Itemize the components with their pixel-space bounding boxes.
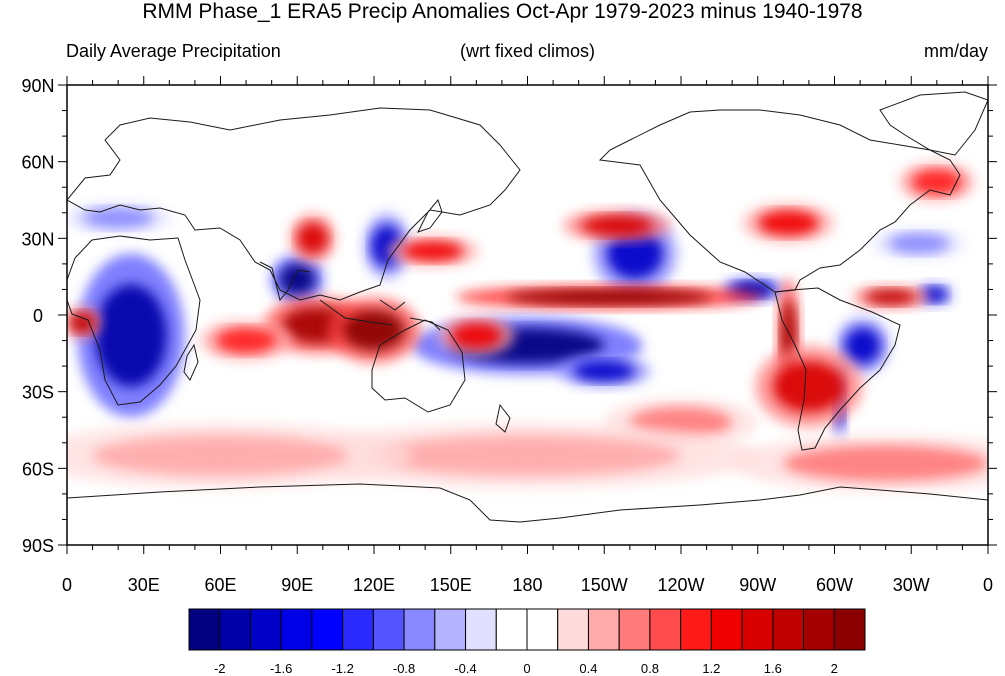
anomaly-region (507, 289, 712, 305)
axis-labels: 90N 60N 30N 0 30S 60S 90S 0 30E 60E 90E 120E 150E 180… (21, 76, 993, 595)
anomaly-region (757, 210, 820, 236)
anomaly-region (92, 435, 349, 476)
anomaly-region (783, 445, 988, 482)
lat-label: 60N (21, 153, 54, 173)
colorbar-swatch (557, 608, 589, 651)
colorbar-label: -0.8 (393, 661, 415, 676)
coastline-madagascar (183, 343, 199, 381)
colorbar-label: -1.6 (270, 661, 292, 676)
coastline-indonesia (319, 299, 441, 331)
anomaly-region (581, 215, 653, 236)
anomaly-region (402, 240, 464, 262)
coastline-india (259, 261, 311, 302)
anomaly-region (911, 169, 963, 195)
anomaly-region (215, 327, 277, 354)
coastline-japan (417, 198, 443, 233)
coastlines (67, 91, 988, 523)
anomaly-region (374, 435, 681, 476)
colorbar-swatch (311, 608, 344, 651)
colorbar-swatch (434, 608, 467, 651)
coastline-australia (371, 319, 466, 413)
subtitle-left: Daily Average Precipitation (66, 41, 281, 61)
anomaly-region (844, 327, 881, 364)
plot-title: RMM Phase_1 ERA5 Precip Anomalies Oct-Ap… (142, 0, 863, 23)
lon-label: 30W (893, 575, 930, 595)
lat-label: 0 (33, 306, 43, 326)
colorbar-label: 1.6 (764, 661, 782, 676)
colorbar-swatch (495, 608, 528, 651)
coastline-north-america (598, 109, 961, 293)
anomaly-region (297, 223, 328, 254)
colorbar-swatch (833, 608, 866, 651)
subtitle-units: mm/day (923, 41, 988, 61)
colorbar-swatch (710, 608, 743, 651)
anomaly-region (450, 322, 502, 349)
colorbar-swatch (680, 608, 712, 651)
lon-label: 0 (62, 575, 72, 595)
colorbar-label: -1.2 (331, 661, 353, 676)
lon-label: 90W (739, 575, 776, 595)
coastline-antarctica (67, 483, 988, 523)
anomaly-region (865, 289, 917, 305)
lat-label: 30N (21, 229, 54, 249)
colorbar-swatch (587, 608, 620, 651)
lon-label: 150E (430, 575, 472, 595)
anomaly-region (279, 263, 316, 295)
colorbar-swatch (772, 608, 805, 651)
coastline-greenland (879, 91, 988, 156)
lat-label: 30S (22, 383, 54, 403)
lon-label: 30E (128, 575, 160, 595)
anomaly-region (95, 284, 167, 387)
colorbar-label: 1.2 (702, 661, 720, 676)
lon-label: 180 (512, 575, 542, 595)
colorbar-swatch (526, 608, 559, 651)
colorbar-swatch (403, 608, 436, 651)
colorbar-swatch (249, 608, 282, 651)
anomaly-region (888, 233, 950, 254)
lon-label: 120E (353, 575, 395, 595)
colorbar-label: 0 (523, 661, 530, 676)
colorbar-swatch (219, 608, 251, 651)
colorbar: -2 -1.6 -1.2 -0.8 -0.4 0 0.4 0.8 1.2 1.6 2 (188, 608, 866, 676)
colorbar-swatch (280, 608, 313, 651)
anomaly-region (573, 361, 635, 382)
colorbar-swatch (188, 608, 221, 651)
lat-label: 90N (21, 76, 54, 96)
colorbar-swatch (741, 608, 774, 651)
anomaly-region (773, 361, 845, 413)
colorbar-swatch (465, 608, 497, 651)
lat-label: 90S (22, 536, 54, 556)
colorbar-label: -0.4 (454, 661, 476, 676)
lon-label: 120W (657, 575, 704, 595)
colorbar-swatch (618, 608, 651, 651)
axis-ticks (58, 76, 997, 554)
colorbar-label: -2 (214, 661, 226, 676)
lon-label: 0 (983, 575, 993, 595)
lon-label: 60E (204, 575, 236, 595)
colorbar-label: 0.4 (579, 661, 597, 676)
coastline-africa (67, 235, 201, 406)
coastline-south-america (774, 287, 901, 451)
lon-label: 150W (581, 575, 628, 595)
anomaly-region (82, 207, 154, 229)
anomaly-region (69, 312, 96, 333)
colorbar-label: 2 (831, 661, 838, 676)
colorbar-label: 0.8 (641, 661, 659, 676)
colorbar-swatch (649, 608, 682, 651)
colorbar-swatch (803, 608, 835, 651)
anomaly-field (67, 161, 988, 492)
lon-label: 60W (816, 575, 853, 595)
colorbar-swatch (342, 608, 374, 651)
lat-label: 60S (22, 459, 54, 479)
coastline-europe (67, 107, 521, 301)
subtitle-center: (wrt fixed climos) (459, 41, 595, 61)
coastline-new-zealand (495, 403, 511, 433)
anomaly-region (343, 309, 405, 351)
colorbar-swatch (372, 608, 405, 651)
lon-label: 90E (281, 575, 313, 595)
